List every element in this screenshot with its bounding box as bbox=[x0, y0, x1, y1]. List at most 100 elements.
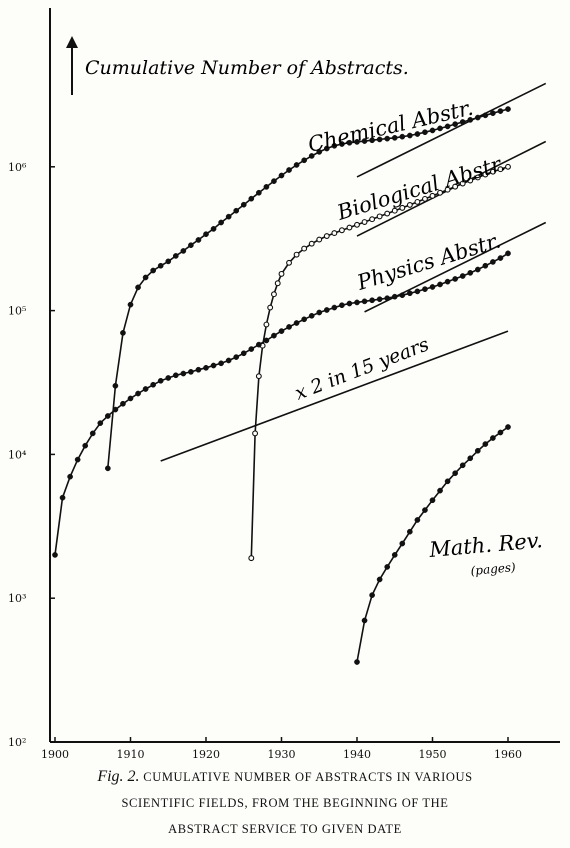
data-point-math-rev-pages bbox=[474, 447, 481, 454]
data-point-biological-abstr bbox=[271, 291, 277, 298]
x-tick-label: 1950 bbox=[419, 748, 447, 760]
caption-line-2: SCIENTIFIC FIELDS, FROM THE BEGINNING OF… bbox=[121, 796, 449, 810]
data-point-biological-abstr bbox=[391, 207, 398, 214]
data-point-physics-abstr bbox=[67, 473, 73, 480]
data-point-chemical-abstr bbox=[188, 242, 194, 249]
data-point-physics-abstr bbox=[301, 316, 307, 323]
reference-line bbox=[160, 330, 509, 462]
data-point-biological-abstr bbox=[497, 166, 504, 173]
data-point-math-rev-pages bbox=[429, 497, 436, 504]
data-point-chemical-abstr bbox=[467, 117, 474, 123]
figure-caption: Fig. 2. CUMULATIVE NUMBER OF ABSTRACTS I… bbox=[0, 764, 570, 842]
data-point-math-rev-pages bbox=[505, 424, 511, 430]
data-point-physics-abstr bbox=[316, 309, 323, 316]
x-tick-label: 1920 bbox=[192, 748, 220, 760]
data-point-biological-abstr bbox=[399, 204, 406, 211]
data-point-math-rev-pages bbox=[490, 435, 496, 441]
data-point-physics-abstr bbox=[391, 293, 398, 300]
data-point-physics-abstr bbox=[218, 360, 224, 367]
data-point-chemical-abstr bbox=[233, 207, 240, 214]
data-point-chemical-abstr bbox=[142, 274, 149, 281]
data-point-physics-abstr bbox=[444, 278, 451, 285]
data-point-physics-abstr bbox=[293, 320, 300, 326]
data-point-physics-abstr bbox=[188, 369, 194, 375]
data-point-chemical-abstr bbox=[354, 139, 360, 145]
x-tick-label: 1900 bbox=[41, 748, 69, 760]
data-point-chemical-abstr bbox=[369, 137, 375, 144]
data-point-biological-abstr bbox=[255, 373, 262, 380]
data-point-physics-abstr bbox=[142, 386, 149, 392]
data-point-physics-abstr bbox=[497, 255, 504, 261]
data-point-physics-abstr bbox=[422, 286, 428, 292]
data-point-physics-abstr bbox=[286, 324, 292, 330]
data-point-physics-abstr bbox=[203, 364, 209, 371]
x-tick-label: 1930 bbox=[268, 748, 296, 760]
y-tick-label: 10⁵ bbox=[8, 305, 26, 318]
data-point-chemical-abstr bbox=[218, 219, 224, 226]
y-ticks: 10² 10³ 10⁴ 10⁵ 10⁶ bbox=[8, 161, 55, 749]
data-point-chemical-abstr bbox=[225, 213, 232, 220]
data-point-biological-abstr bbox=[274, 280, 281, 287]
data-point-physics-abstr bbox=[354, 299, 360, 306]
data-point-math-rev-pages bbox=[369, 592, 375, 599]
data-point-biological-abstr bbox=[489, 168, 496, 175]
data-point-biological-abstr bbox=[354, 221, 360, 228]
data-point-physics-abstr bbox=[89, 430, 96, 437]
data-point-biological-abstr bbox=[267, 304, 274, 311]
data-point-biological-abstr bbox=[452, 183, 459, 190]
data-point-physics-abstr bbox=[407, 290, 413, 297]
data-point-physics-abstr bbox=[120, 400, 126, 407]
data-point-chemical-abstr bbox=[376, 136, 383, 143]
data-point-physics-abstr bbox=[105, 413, 111, 419]
data-point-physics-abstr bbox=[263, 337, 270, 344]
data-point-chemical-abstr bbox=[474, 114, 481, 121]
data-point-biological-abstr bbox=[346, 224, 353, 231]
data-point-chemical-abstr bbox=[361, 138, 368, 144]
x-tick-label: 1910 bbox=[117, 748, 145, 760]
data-point-physics-abstr bbox=[97, 420, 104, 426]
data-point-math-rev-pages bbox=[482, 441, 489, 447]
data-point-chemical-abstr bbox=[286, 167, 292, 173]
data-point-physics-abstr bbox=[331, 304, 338, 311]
x-tick-label: 1960 bbox=[494, 748, 522, 760]
data-point-chemical-abstr bbox=[482, 112, 489, 119]
data-point-physics-abstr bbox=[399, 292, 406, 299]
data-point-physics-abstr bbox=[248, 346, 255, 352]
data-point-chemical-abstr bbox=[112, 382, 119, 389]
data-point-physics-abstr bbox=[452, 276, 458, 282]
caption-line-1: Fig. 2. CUMULATIVE NUMBER OF ABSTRACTS I… bbox=[0, 764, 570, 790]
data-point-physics-abstr bbox=[165, 375, 172, 381]
data-point-chemical-abstr bbox=[271, 178, 277, 184]
data-point-math-rev-pages bbox=[361, 617, 368, 624]
data-point-biological-abstr bbox=[376, 213, 383, 220]
data-point-math-rev-pages bbox=[407, 528, 413, 535]
data-point-biological-abstr bbox=[467, 177, 474, 184]
data-point-chemical-abstr bbox=[407, 132, 413, 139]
data-point-biological-abstr bbox=[361, 219, 368, 225]
data-point-chemical-abstr bbox=[490, 110, 496, 117]
reference-line bbox=[356, 82, 547, 178]
data-point-math-rev-pages bbox=[497, 429, 504, 436]
data-point-biological-abstr bbox=[437, 189, 443, 196]
data-point-chemical-abstr bbox=[157, 262, 164, 269]
data-point-biological-abstr bbox=[422, 195, 428, 202]
data-point-physics-abstr bbox=[112, 406, 119, 413]
caption-line-1-text: CUMULATIVE NUMBER OF ABSTRACTS IN VARIOU… bbox=[143, 770, 473, 784]
data-point-chemical-abstr bbox=[497, 108, 504, 114]
data-point-physics-abstr bbox=[474, 266, 481, 273]
data-point-biological-abstr bbox=[505, 163, 511, 170]
data-point-chemical-abstr bbox=[256, 189, 262, 196]
data-point-chemical-abstr bbox=[263, 184, 270, 190]
data-point-biological-abstr bbox=[323, 233, 330, 239]
label-biological: Biological Abstr. bbox=[333, 151, 508, 225]
data-point-math-rev-pages bbox=[399, 540, 406, 547]
data-point-chemical-abstr bbox=[452, 121, 458, 127]
data-point-chemical-abstr bbox=[293, 162, 300, 168]
data-point-physics-abstr bbox=[308, 312, 315, 319]
data-point-chemical-abstr bbox=[437, 125, 443, 132]
data-point-physics-abstr bbox=[74, 456, 81, 463]
data-point-biological-abstr bbox=[459, 180, 466, 187]
data-point-chemical-abstr bbox=[399, 133, 406, 140]
x-ticks: 1900 1910 1920 1930 1940 1950 1960 bbox=[41, 737, 522, 760]
data-point-biological-abstr bbox=[301, 245, 308, 252]
